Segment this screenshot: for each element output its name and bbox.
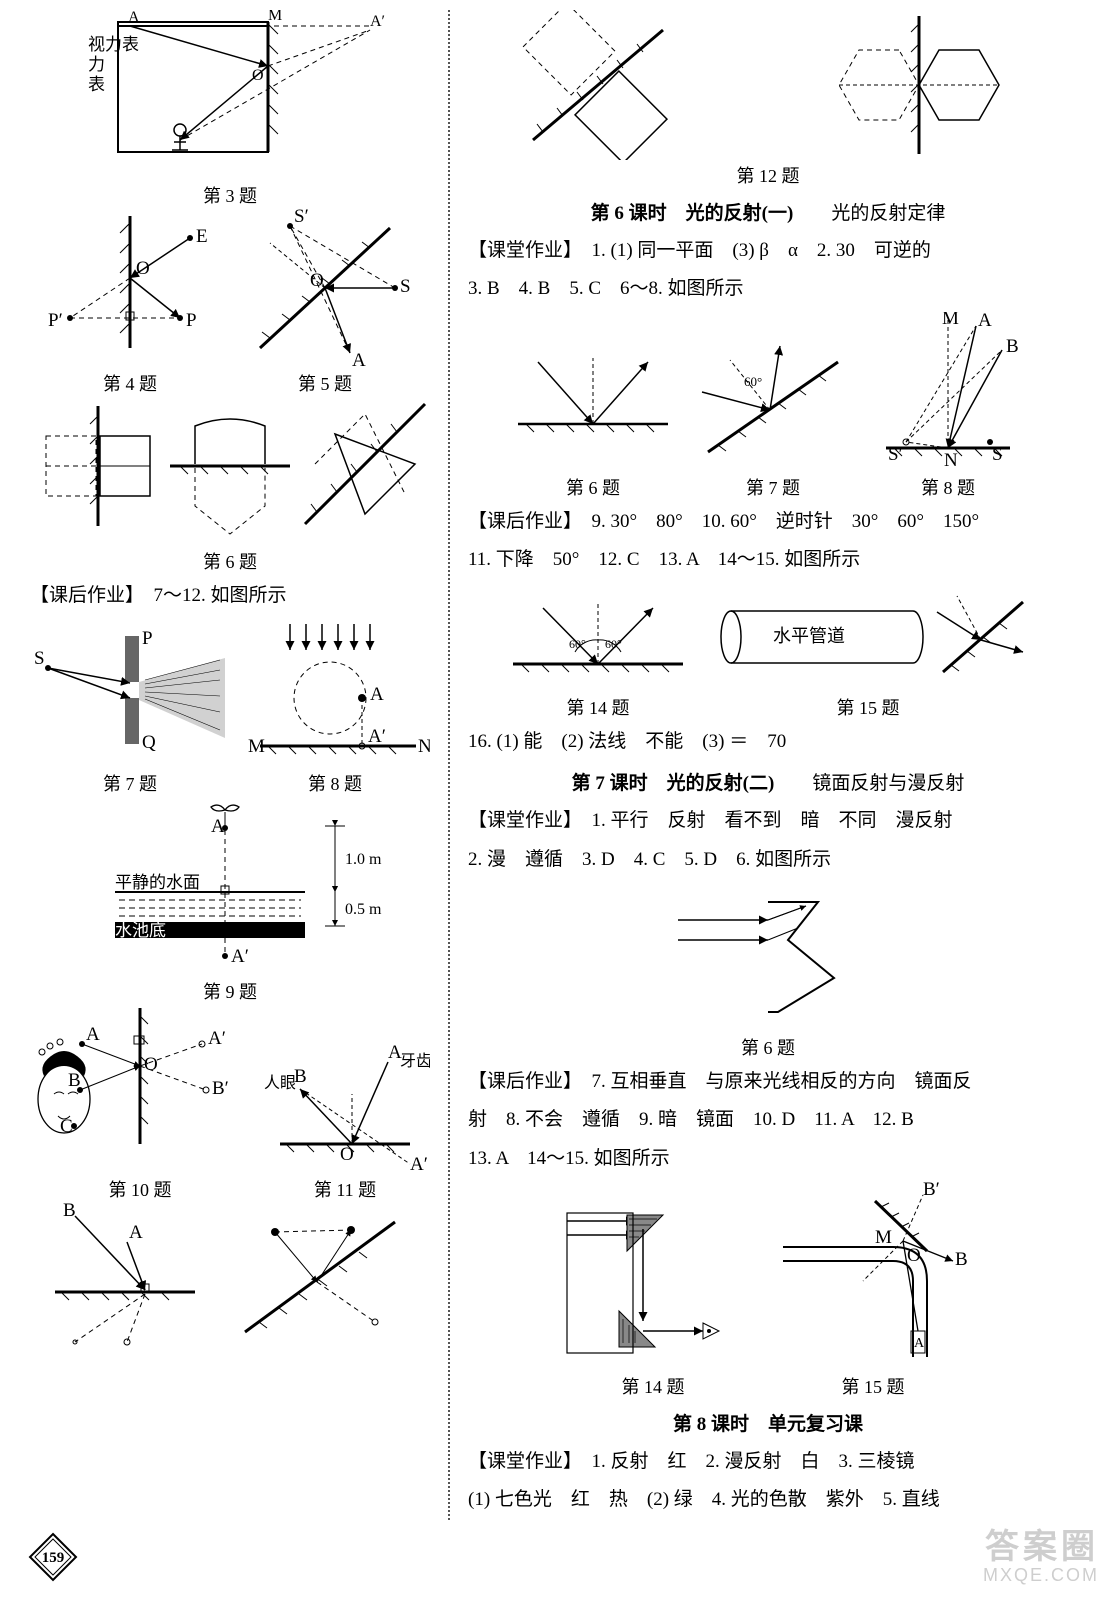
fig12b	[225, 1202, 415, 1352]
svg-text:B′: B′	[923, 1181, 940, 1200]
svg-text:B: B	[68, 1070, 81, 1091]
svg-text:表: 表	[88, 75, 105, 94]
svg-text:M: M	[875, 1227, 892, 1248]
lesson7-title: 第 7 课时 光的反射(二) 镜面反射与漫反射	[468, 768, 1068, 795]
svg-text:M: M	[942, 312, 959, 329]
svg-text:O: O	[310, 270, 324, 291]
r-fig12a	[513, 10, 693, 160]
left-afterclass: 【课后作业】 7～12. 如图所示	[30, 580, 430, 612]
eyechart-label: 视力表	[88, 35, 139, 54]
svg-text:A′: A′	[208, 1028, 226, 1049]
svg-text:E: E	[196, 226, 208, 247]
fig9: A A′ 平静的水面 水池底 1.0 m 0.5 m 第 9 题	[30, 796, 430, 1004]
r7-fig14: 第 14 题	[553, 1191, 753, 1399]
r-fig7: 60° 第 7 题	[688, 332, 858, 500]
fig11: O A 牙齿 B 人眼 A′ 第 11 题	[260, 1034, 430, 1202]
svg-text:水平管道: 水平管道	[773, 626, 845, 646]
svg-text:水池底: 水池底	[115, 921, 166, 940]
svg-text:C: C	[60, 1116, 73, 1137]
fig3: 视力表 力表 A M A′ O	[30, 10, 430, 208]
svg-text:M: M	[268, 10, 282, 24]
svg-text:S′: S′	[294, 208, 309, 227]
r-fig8: M N A B S S′ 第 8 题	[868, 312, 1028, 500]
right-column: 第 12 题 第 6 课时 光的反射(一) 光的反射定律 【课堂作业】 1. (…	[468, 10, 1068, 1520]
svg-text:A: A	[211, 816, 225, 837]
svg-text:A′: A′	[370, 13, 385, 30]
svg-text:B: B	[63, 1202, 76, 1221]
svg-text:O: O	[136, 258, 150, 279]
r-fig12b	[823, 10, 1023, 160]
svg-text:A′: A′	[410, 1154, 428, 1174]
svg-text:P: P	[142, 628, 153, 649]
r7-fig15: A B M O B′ 第 15 题	[763, 1181, 983, 1399]
svg-text:S: S	[34, 648, 45, 669]
svg-text:B: B	[955, 1249, 968, 1270]
svg-text:平静的水面: 平静的水面	[115, 873, 200, 892]
svg-text:O: O	[144, 1054, 158, 1075]
svg-text:A: A	[978, 312, 992, 331]
svg-text:0.5 m: 0.5 m	[345, 901, 382, 918]
r-fig14: 60° 60° 第 14 题	[503, 592, 693, 720]
fig4: E P O P′ 第 4 题	[40, 208, 220, 396]
fig7: P Q S 第 7 题	[30, 618, 230, 796]
svg-text:60°: 60°	[605, 637, 622, 651]
svg-text:A: A	[370, 684, 384, 705]
svg-text:力: 力	[88, 55, 105, 74]
svg-text:牙齿: 牙齿	[400, 1052, 430, 1070]
svg-text:159: 159	[42, 1550, 65, 1566]
svg-text:人眼: 人眼	[264, 1074, 296, 1092]
page-number: 159	[28, 1532, 78, 1582]
svg-text:1.0 m: 1.0 m	[345, 851, 382, 868]
fig8: A A′ M N 第 8 题	[240, 618, 430, 796]
svg-text:O: O	[340, 1144, 354, 1165]
svg-text:N: N	[944, 450, 958, 471]
svg-text:B: B	[1006, 336, 1019, 357]
svg-text:S′: S′	[888, 444, 903, 465]
lesson6-title: 第 6 课时 光的反射(一) 光的反射定律	[468, 198, 1068, 225]
watermark: 答案圈 MXQE.COM	[983, 1529, 1099, 1586]
svg-text:A: A	[128, 10, 140, 26]
svg-text:P: P	[186, 310, 197, 331]
fig5: S S′ O A 第 5 题	[230, 208, 420, 396]
column-divider	[448, 10, 450, 1520]
svg-text:60°: 60°	[744, 374, 762, 389]
left-column: 视力表 力表 A M A′ O	[30, 10, 430, 1520]
svg-text:A′: A′	[231, 946, 249, 967]
svg-text:N: N	[418, 736, 430, 757]
svg-text:O: O	[907, 1245, 921, 1266]
fig3-caption: 第 3 题	[30, 182, 430, 208]
svg-text:A′: A′	[368, 726, 386, 747]
r-fig15: 水平管道 第 15 题	[703, 582, 1033, 720]
svg-text:S: S	[992, 444, 1003, 465]
svg-text:M: M	[248, 736, 265, 757]
fig6-left: 第 6 题	[30, 396, 430, 574]
svg-text:A: A	[86, 1024, 100, 1045]
r-fig6: 第 6 题	[508, 342, 678, 500]
fig10: A B C O A′ B′ 第 10 题	[30, 1004, 250, 1202]
svg-text:60°: 60°	[569, 637, 586, 651]
svg-text:Q: Q	[142, 732, 156, 753]
svg-text:S: S	[400, 276, 411, 297]
fig12a: B A	[45, 1202, 215, 1352]
svg-text:A: A	[352, 350, 366, 368]
lesson8-title: 第 8 课时 单元复习课	[468, 1409, 1068, 1436]
svg-text:A: A	[914, 1336, 925, 1351]
r7-fig6: 第 6 题	[468, 882, 1068, 1060]
svg-text:P′: P′	[48, 310, 63, 331]
svg-text:A: A	[129, 1222, 143, 1243]
svg-text:B′: B′	[212, 1078, 229, 1099]
